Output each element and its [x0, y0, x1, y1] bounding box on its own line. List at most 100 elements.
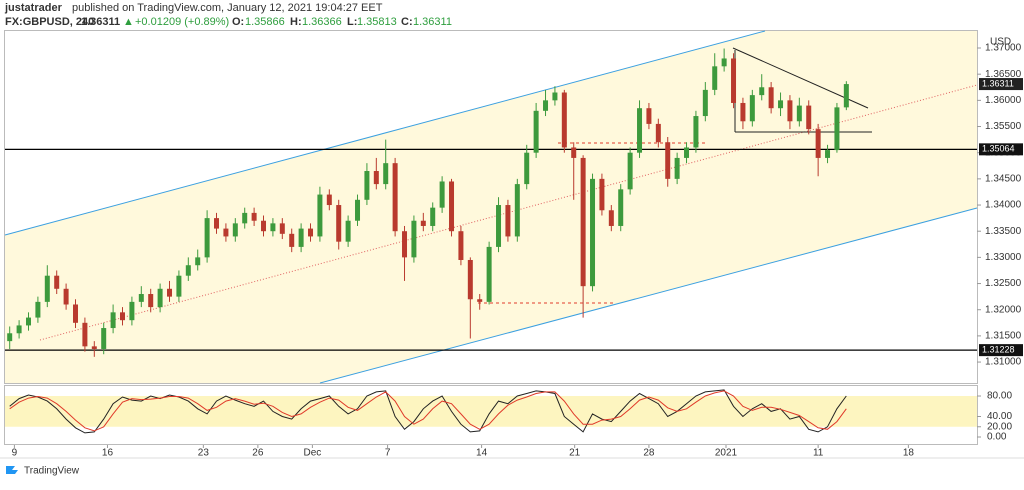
l-label: L:	[347, 16, 357, 28]
y-tick-label: 1.31500	[985, 331, 1022, 342]
y-tick-label: 1.32000	[985, 304, 1022, 315]
candle-body	[16, 325, 22, 334]
candle-body	[580, 157, 586, 287]
up-arrow: ▲	[123, 16, 134, 28]
candle-body	[129, 301, 135, 321]
candle-body	[63, 288, 69, 305]
candle-body	[242, 212, 248, 224]
x-tick-label: 23	[198, 448, 210, 459]
y-tick-label: 1.32500	[985, 278, 1022, 289]
candle-body	[561, 92, 567, 148]
candle-body	[740, 102, 746, 122]
candle-body	[749, 95, 755, 122]
candle-body	[731, 58, 737, 103]
candle-body	[467, 259, 473, 300]
candle-body	[514, 184, 520, 237]
y-tick-label: 1.34000	[985, 200, 1022, 211]
candle-body	[392, 163, 398, 232]
candle-body	[26, 317, 32, 326]
candle-body	[420, 220, 426, 226]
candle-body	[825, 150, 831, 158]
x-tick-label: 7	[385, 448, 391, 459]
channel-upper	[4, 30, 766, 236]
candle-body	[674, 157, 680, 179]
candle-body	[637, 108, 643, 153]
candle-body	[214, 218, 220, 229]
candle-body	[815, 129, 821, 158]
candle-body	[176, 275, 182, 297]
l-value: 1.35813	[357, 16, 397, 28]
candle-body	[326, 194, 332, 206]
candle-body	[279, 223, 285, 234]
o-value: 1.35866	[245, 16, 285, 28]
x-tick-label: Dec	[303, 448, 321, 459]
candle-body	[120, 312, 126, 321]
candle-body	[787, 100, 793, 122]
y-tick-label: 1.33500	[985, 226, 1022, 237]
candle-body	[702, 89, 708, 117]
stoch-frame	[4, 385, 978, 445]
candle-body	[759, 87, 765, 96]
candle-body	[411, 220, 417, 258]
x-tick-label: 26	[252, 448, 264, 459]
candle-body	[477, 299, 483, 302]
candle-body	[590, 178, 596, 287]
stoch-line	[9, 389, 847, 434]
last-price-tag	[979, 78, 1023, 91]
author: justatrader	[4, 2, 63, 14]
candle-body	[665, 142, 671, 179]
candle-body	[223, 228, 229, 237]
y-axis-label: USD	[990, 37, 1011, 48]
o-label: O:	[232, 16, 244, 28]
candle-body	[110, 312, 116, 329]
candle-body	[44, 275, 50, 302]
x-tick-label: 2021	[715, 448, 738, 459]
candle-body	[364, 171, 370, 200]
candle-body	[618, 189, 624, 226]
candle-body	[157, 288, 163, 308]
candle-body	[261, 220, 267, 232]
y-tick-label: 1.34500	[985, 174, 1022, 185]
candle-body	[599, 178, 605, 211]
level-label: 1.35064	[982, 144, 1015, 154]
candle-body	[298, 228, 304, 247]
candle-body	[204, 218, 210, 258]
stoch-tick-label: 80.00	[987, 391, 1012, 402]
candle-body	[778, 100, 784, 109]
candle-body	[373, 171, 379, 185]
candle-body	[7, 333, 13, 342]
c-label: C:	[401, 16, 413, 28]
candle-body	[543, 100, 549, 111]
candle-body	[345, 220, 351, 242]
y-tick-label: 1.33000	[985, 252, 1022, 263]
candle-body	[571, 147, 577, 158]
candle-body	[608, 210, 614, 226]
x-tick-label: 18	[903, 448, 915, 459]
x-tick-label: 11	[813, 448, 824, 459]
candle-body	[486, 246, 492, 302]
candle-body	[317, 194, 323, 237]
candle-body	[355, 199, 361, 221]
candle-body	[82, 322, 88, 347]
candle-body	[91, 346, 97, 349]
stoch-line	[9, 390, 847, 432]
candle-body	[646, 108, 652, 124]
candle-body	[449, 181, 455, 232]
y-tick-label: 1.36500	[985, 69, 1022, 80]
stoch-tick-label: 20.00	[987, 421, 1012, 432]
stoch-tick-label: 40.00	[987, 411, 1012, 422]
candle-body	[796, 105, 802, 122]
candle-body	[768, 87, 774, 109]
candle-body	[270, 223, 276, 232]
x-tick-label: 28	[643, 448, 655, 459]
candle-body	[439, 181, 445, 208]
y-tick-label: 1.36000	[985, 95, 1022, 106]
candle-body	[721, 58, 727, 67]
candle-body	[54, 275, 60, 289]
candle-body	[533, 110, 539, 153]
candle-body	[232, 223, 238, 237]
candle-body	[684, 147, 690, 158]
candle-body	[402, 231, 408, 258]
published: published on TradingView.com, January 12…	[72, 2, 383, 14]
